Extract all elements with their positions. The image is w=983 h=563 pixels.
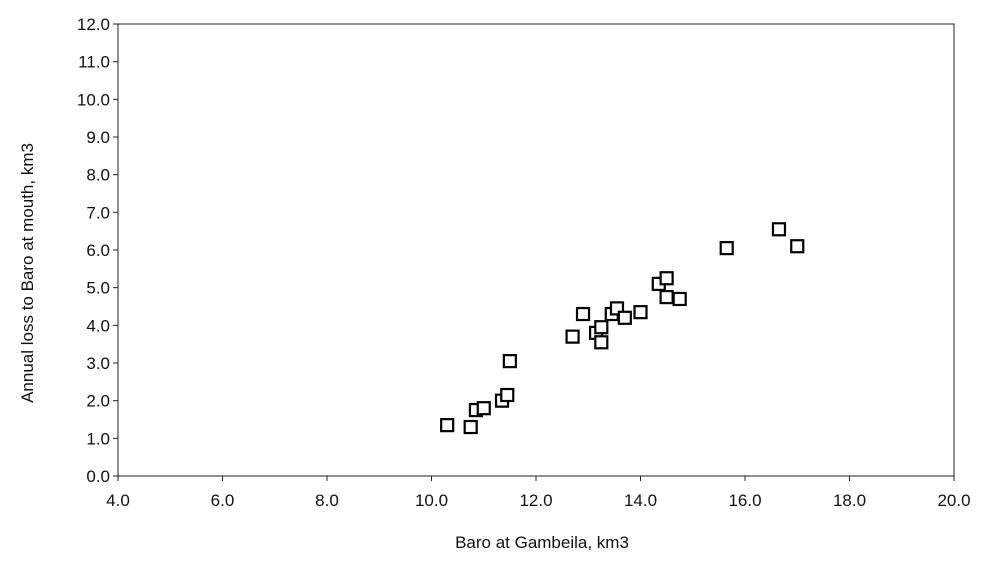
y-tick-label: 8.0 (86, 166, 110, 185)
y-tick-label: 1.0 (86, 429, 110, 448)
x-tick-label: 20.0 (937, 491, 970, 510)
y-tick-label: 2.0 (86, 392, 110, 411)
y-tick-label: 0.0 (86, 467, 110, 486)
x-tick-label: 6.0 (211, 491, 235, 510)
axes-layer (117, 23, 955, 477)
ticks-layer: 0.0 1.0 2.0 3.0 4.0 5.0 6.0 7.0 8.0 9.0 10.0 11.0 12… (77, 15, 971, 510)
y-tick-label: 6.0 (86, 241, 110, 260)
y-tick-label: 4.0 (86, 316, 110, 335)
y-tick-label: 10.0 (77, 90, 110, 109)
data-point (594, 335, 609, 350)
data-point (633, 305, 648, 320)
data-point (463, 419, 478, 435)
x-axis-title: Baro at Gambeila, km3 (455, 533, 629, 552)
data-point (617, 310, 632, 325)
data-point (659, 289, 674, 305)
x-tick-label: 16.0 (728, 491, 761, 510)
x-tick-label: 12.0 (519, 491, 552, 510)
data-point (502, 354, 517, 369)
data-point (790, 239, 805, 254)
data-point (719, 241, 734, 256)
data-point (500, 387, 515, 403)
data-point (672, 291, 687, 307)
data-point (476, 401, 491, 416)
y-tick-label: 5.0 (86, 279, 110, 298)
x-tick-label: 8.0 (315, 491, 339, 510)
x-tick-label: 14.0 (624, 491, 657, 510)
y-tick-label: 3.0 (86, 354, 110, 373)
data-point (594, 320, 609, 335)
x-tick-label: 4.0 (106, 491, 130, 510)
data-point (659, 271, 674, 286)
y-axis-title: Annual loss to Baro at mouth, km3 (18, 143, 37, 403)
y-tick-label: 12.0 (77, 15, 110, 34)
data-point (575, 306, 591, 322)
x-tick-label: 10.0 (415, 491, 448, 510)
labels-layer: Baro at Gambeila, km3 Annual loss to Bar… (18, 143, 629, 552)
y-tick-label: 9.0 (86, 128, 110, 147)
y-tick-label: 7.0 (86, 203, 110, 222)
plot-frame (117, 23, 955, 477)
points-layer (440, 222, 805, 435)
data-point (771, 222, 787, 237)
data-point (565, 329, 580, 344)
data-point (440, 418, 455, 433)
y-tick-label: 11.0 (78, 53, 110, 72)
x-tick-label: 18.0 (833, 491, 866, 510)
